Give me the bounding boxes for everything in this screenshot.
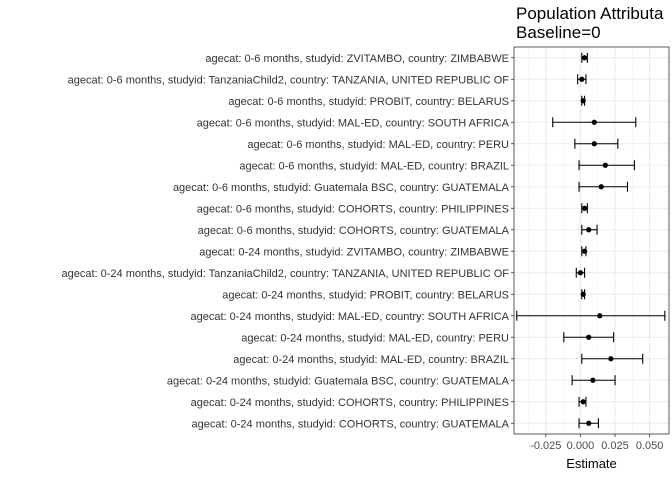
estimate-point [608, 356, 614, 362]
estimate-point [591, 141, 597, 147]
category-label: agecat: 0-6 months, studyid: PROBIT, cou… [228, 96, 509, 108]
x-axis-title: Estimate [566, 456, 617, 471]
estimate-point [581, 248, 588, 254]
category-label: agecat: 0-24 months, studyid: MAL-ED, co… [241, 332, 509, 344]
category-label: agecat: 0-24 months, studyid: COHORTS, c… [191, 397, 509, 409]
estimate-point [580, 399, 586, 405]
category-label: agecat: 0-6 months, studyid: ZVITAMBO, c… [205, 53, 509, 65]
category-label: agecat: 0-24 months, studyid: ZVITAMBO, … [199, 246, 509, 258]
estimate-point [591, 119, 597, 125]
category-label: agecat: 0-6 months, studyid: MAL-ED, cou… [239, 160, 509, 172]
x-tick-label: -0.025 [530, 440, 561, 452]
estimate-point [586, 420, 592, 426]
category-label: agecat: 0-24 months, studyid: MAL-ED, co… [233, 354, 509, 366]
category-label: agecat: 0-6 months, studyid: COHORTS, co… [198, 225, 510, 237]
category-label: agecat: 0-24 months, studyid: MAL-ED, co… [190, 311, 509, 323]
chart-title: Population Attributa Baseline=0 [516, 4, 663, 42]
category-label: agecat: 0-6 months, studyid: TanzaniaChi… [68, 74, 510, 86]
plot-panel-border [513, 46, 670, 435]
category-label: agecat: 0-6 months, studyid: MAL-ED, cou… [247, 139, 509, 151]
estimate-point [590, 377, 596, 383]
estimate-point [598, 184, 604, 190]
chart-subtitle-line: Baseline=0 [516, 23, 601, 42]
category-label: agecat: 0-24 months, studyid: Guatemala … [167, 375, 510, 387]
estimate-point [579, 76, 585, 82]
estimate-point [586, 334, 592, 340]
estimate-point [577, 270, 584, 276]
estimate-point [581, 205, 588, 211]
estimate-point [580, 291, 586, 297]
x-tick-label: 0.050 [636, 440, 664, 452]
estimate-point [581, 55, 588, 61]
category-label: agecat: 0-24 months, studyid: TanzaniaCh… [61, 268, 509, 280]
estimate-point [597, 313, 603, 319]
x-tick-label: 0.025 [601, 440, 629, 452]
plot-panel [514, 47, 669, 434]
category-label: agecat: 0-6 months, studyid: MAL-ED, cou… [197, 117, 510, 129]
category-label: agecat: 0-24 months, studyid: COHORTS, c… [192, 418, 510, 430]
estimate-point [580, 98, 586, 104]
category-label: agecat: 0-6 months, studyid: COHORTS, co… [197, 203, 509, 215]
x-tick-label: 0.000 [567, 440, 595, 452]
estimate-point [602, 162, 608, 168]
chart-title-line: Population Attributa [516, 4, 664, 23]
estimate-point [586, 227, 592, 233]
category-label: agecat: 0-6 months, studyid: Guatemala B… [173, 182, 510, 194]
category-label: agecat: 0-24 months, studyid: PROBIT, co… [222, 289, 509, 301]
